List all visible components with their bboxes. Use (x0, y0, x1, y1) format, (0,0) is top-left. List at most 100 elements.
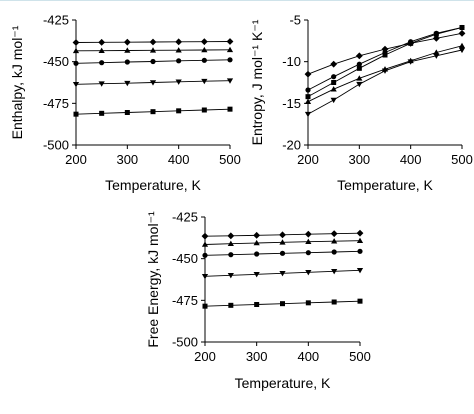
data-point-diamond (227, 232, 235, 240)
data-point-diamond (304, 230, 312, 238)
data-point-circle (202, 252, 208, 258)
data-point-square (408, 40, 414, 46)
y-axis-title: Enthalpy, kJ mol⁻¹ (9, 25, 25, 139)
data-point-diamond (226, 38, 234, 45)
data-point-circle (357, 248, 363, 254)
data-point-triangle-down (124, 80, 131, 87)
x-tick-label: 300 (116, 152, 138, 167)
data-point-triangle-down (149, 80, 157, 86)
data-point-triangle-down (407, 59, 414, 65)
data-point-triangle-down (331, 269, 338, 275)
x-tick-label: 200 (297, 152, 319, 167)
data-point-triangle-up (201, 46, 208, 53)
data-point-triangle-up (175, 47, 182, 53)
data-point-triangle-up (356, 237, 364, 243)
data-point-square (280, 301, 285, 307)
data-point-triangle-down (201, 78, 208, 85)
x-tick-label: 500 (349, 349, 371, 364)
data-point-triangle-down (381, 68, 389, 74)
x-axis-title: Temperature, K (235, 375, 331, 391)
x-axis-title: Temperature, K (337, 177, 433, 193)
data-point-circle (124, 59, 130, 65)
data-point-diamond (356, 229, 364, 237)
y-tick-label: -475 (43, 96, 69, 111)
data-point-circle (356, 61, 362, 67)
y-tick-label: -475 (172, 293, 198, 308)
y-tick-label: -15 (282, 96, 301, 111)
series-2 (305, 25, 465, 100)
data-point-square (433, 31, 439, 37)
x-axis-title: Temperature, K (105, 177, 201, 193)
data-point-triangle-down (330, 97, 337, 104)
data-point-square (176, 108, 182, 114)
data-point-triangle-up (304, 98, 312, 104)
data-point-square (227, 106, 233, 112)
data-point-diamond (72, 39, 80, 46)
data-point-diamond (330, 230, 338, 238)
data-point-circle (305, 87, 311, 93)
y-tick-label: -20 (282, 138, 301, 153)
data-point-square (331, 80, 337, 85)
data-point-square (305, 300, 311, 306)
y-tick-label: -500 (43, 138, 69, 153)
series-0 (72, 38, 234, 46)
data-point-triangle-up (331, 238, 338, 244)
data-point-circle (331, 74, 337, 80)
data-point-square (99, 110, 105, 116)
data-point-square (331, 299, 337, 305)
data-point-triangle-down (304, 111, 312, 118)
data-point-triangle-down (279, 271, 286, 277)
data-point-square (459, 25, 465, 30)
y-tick-label: -450 (43, 54, 69, 69)
y-tick-label: -450 (172, 251, 198, 266)
x-tick-label: 200 (65, 152, 87, 167)
data-point-triangle-up (279, 239, 286, 245)
data-point-diamond (304, 70, 312, 78)
data-point-circle (228, 252, 234, 258)
data-point-diamond (201, 232, 209, 240)
data-point-triangle-down (227, 273, 234, 279)
x-tick-label: 500 (219, 152, 241, 167)
data-point-triangle-down (98, 81, 105, 87)
data-point-circle (176, 58, 182, 64)
data-point-triangle-down (226, 78, 234, 84)
data-point-triangle-down (175, 79, 182, 85)
series-4 (73, 106, 233, 117)
data-point-diamond (98, 38, 106, 46)
top-border (0, 0, 474, 1)
x-tick-label: 500 (451, 152, 473, 167)
data-point-square (305, 94, 311, 100)
x-tick-label: 200 (194, 349, 216, 364)
x-tick-label: 400 (168, 152, 190, 167)
data-point-triangle-up (433, 49, 440, 55)
data-point-square (356, 65, 362, 71)
series-4 (304, 47, 466, 118)
data-point-diamond (200, 38, 208, 46)
y-tick-label: -5 (289, 13, 301, 28)
y-tick-label: -10 (282, 54, 301, 69)
data-point-triangle-down (356, 268, 364, 274)
data-point-circle (254, 251, 260, 257)
data-point-triangle-up (201, 241, 209, 247)
data-point-triangle-down (72, 82, 80, 88)
data-point-triangle-up (458, 42, 466, 49)
data-point-square (124, 110, 130, 115)
data-point-circle (150, 58, 156, 65)
x-tick-label: 300 (246, 349, 268, 364)
y-tick-label: -425 (43, 13, 69, 28)
data-point-square (228, 302, 234, 308)
data-point-diamond (330, 60, 338, 68)
series-2 (202, 248, 363, 258)
y-tick-label: -425 (172, 210, 198, 225)
series-4 (202, 298, 363, 309)
data-point-square (201, 107, 207, 113)
data-point-triangle-up (72, 47, 80, 54)
data-point-diamond (355, 52, 363, 60)
data-point-square (73, 111, 79, 117)
data-point-diamond (175, 38, 183, 46)
data-point-triangle-down (356, 81, 363, 88)
